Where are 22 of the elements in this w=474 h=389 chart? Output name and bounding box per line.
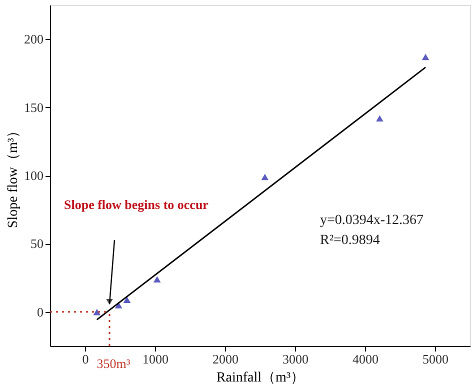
point	[152, 275, 162, 284]
y-tick-label: 50	[30, 236, 44, 252]
point	[375, 114, 384, 122]
x-tick-label: 4000	[352, 352, 378, 366]
y-tick-label: 150	[24, 100, 44, 115]
y-tick-label: 0	[37, 304, 44, 320]
point	[260, 172, 270, 181]
x-tick-label: 1000	[142, 352, 168, 366]
x-tick-label: 2000	[212, 352, 238, 366]
y-axis-title: Slope flow（m³）	[6, 124, 21, 228]
ref-line-label: 350m³	[96, 356, 130, 371]
x-axis-title: Rainfall（m³）	[216, 370, 305, 386]
x-tick-label: 0	[82, 352, 89, 366]
annotation: R²=0.9894	[320, 233, 380, 248]
x-tick-label: 5000	[422, 352, 448, 366]
y-tick-label: 200	[24, 32, 44, 47]
annotation: Slope flow begins to occur	[64, 197, 209, 212]
y-tick-label: 100	[24, 168, 44, 183]
annotation: y=0.0394x-12.367	[320, 213, 424, 228]
point	[421, 52, 430, 61]
point	[92, 308, 102, 316]
x-tick-label: 3000	[282, 352, 308, 366]
